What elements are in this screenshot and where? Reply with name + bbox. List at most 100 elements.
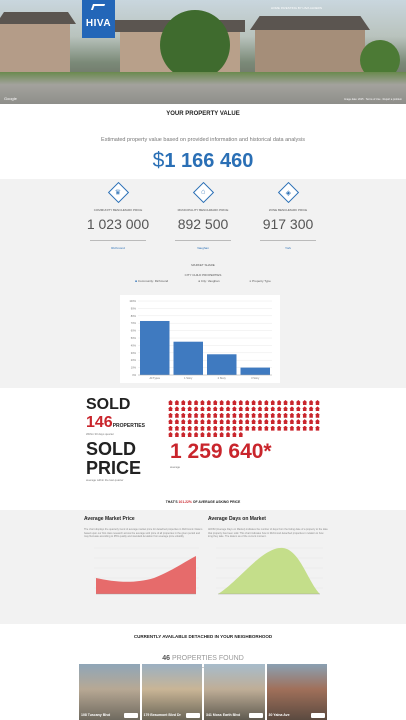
hero-footer-note: Image date: 2015 · Terms of Use · Report… [344,98,402,101]
house-icon [295,425,301,431]
benchmark-link[interactable]: York [285,246,291,250]
house-icon [193,412,199,418]
sold-price-avg-label: average [170,465,181,469]
currency-symbol: $ [152,149,165,172]
house-icon [263,425,269,431]
sold-heading: SOLD [86,396,131,413]
house-shape [0,20,70,72]
page-title: YOUR PROPERTY VALUE [166,111,240,117]
house-icon [244,419,250,425]
legend-property-type[interactable]: ■ Property Type [249,279,271,283]
house-shape [255,28,365,74]
house-icon [308,425,314,431]
house-icon [180,419,186,425]
benchmark-link[interactable]: Richmond [111,246,125,250]
house-icon [180,431,186,437]
listing-cards: 108 Tuscany Blvd 179 Beaumont Blvd Dr 34… [79,664,327,720]
house-icon [231,431,237,437]
benchmark-value: 917 300 [262,216,314,232]
house-icon [219,412,225,418]
house-icon [219,419,225,425]
house-icon [180,406,186,412]
house-icon [187,400,193,405]
house-icon [283,400,289,405]
logo-roof-icon [90,4,106,10]
google-credit: Google [4,96,17,101]
house-icon [168,431,173,437]
bar-0[interactable] [140,320,170,375]
x-tick-label: 3 Story [251,376,260,380]
house-icon [206,431,212,437]
house-icon [302,425,308,431]
house-icon [187,419,193,425]
house-icon [314,400,320,405]
house-icon [295,419,301,425]
house-icon [238,425,244,431]
roof-shape [0,12,76,24]
house-icon [193,431,199,437]
bar-3[interactable] [240,367,271,375]
y-tick-label: 90% [131,306,137,310]
benchmark-link[interactable]: Vaughan [197,246,209,250]
house-icon [174,425,180,431]
legend-city[interactable]: ● City: Vaughan [198,279,220,283]
y-tick-label: 80% [131,314,137,318]
house-icon [251,400,257,405]
house-icon [314,425,320,431]
listing-card[interactable]: 341 Moss Earth Blvd [204,664,265,720]
benchmark-municipality: ⌂ MUNICIPALITY BENCHMARK PRICE 892 500 V… [161,181,246,250]
house-icon [270,400,276,405]
house-icon [174,406,180,412]
sold-price-heading: SOLD PRICE [86,439,142,478]
listing-card[interactable]: 179 Beaumont Blvd Dr [141,664,202,720]
house-icon [270,419,276,425]
house-icon [283,406,289,412]
house-icon [283,419,289,425]
listing-address: 341 Moss Earth Blvd [206,713,241,717]
zone-icon: ◈ [277,181,299,204]
house-icon [238,406,244,412]
bar-2[interactable] [207,354,237,375]
y-tick-label: 40% [131,343,137,347]
house-icon [187,431,193,437]
avg-price-title: Average Market Price [84,516,135,522]
house-icon [308,400,314,405]
market-section: Average Market Price The chart displays … [0,510,406,624]
street-ground [0,72,406,104]
chart-title: MARKET SHARE [191,263,215,267]
benchmark-community: ♛ COMMUNITY BENCHMARK PRICE 1 023 000 Ri… [76,181,161,250]
legend-community[interactable]: ■ Community: Richmond [135,279,169,283]
house-icon [212,419,218,425]
house-icon [199,406,205,412]
house-icon [302,406,308,412]
house-icon [295,412,301,418]
house-icon [231,412,237,418]
listing-tag [123,713,138,718]
house-icon [251,412,257,418]
y-tick-label: 30% [131,351,137,355]
listing-tag [311,713,325,718]
house-icon [206,412,212,418]
days-area [218,547,320,594]
house-icon [180,412,186,418]
hiva-logo[interactable]: HIVA [82,0,115,38]
house-icon [225,425,231,431]
house-icon [257,425,263,431]
bar-1[interactable] [173,341,204,375]
price-area [96,555,196,594]
house-icon [174,400,180,405]
house-icon [295,400,301,405]
house-icon [244,406,250,412]
listing-card[interactable]: 30 Yalna Ave [266,664,327,720]
x-tick-label: All Types [150,376,161,380]
house-icon [193,406,199,412]
house-icon [302,400,308,405]
community-icon: ♛ [107,181,129,204]
listing-card[interactable]: 108 Tuscany Blvd [79,664,140,720]
house-icon [263,400,269,405]
top-link[interactable]: HOME INVESTING BY HIVA ALDERN [270,6,322,10]
listing-address: 179 Beaumont Blvd Dr [143,713,181,717]
benchmark-value: 892 500 [177,216,229,232]
x-tick-label: 2 Story [218,376,227,380]
house-icon [168,412,173,418]
